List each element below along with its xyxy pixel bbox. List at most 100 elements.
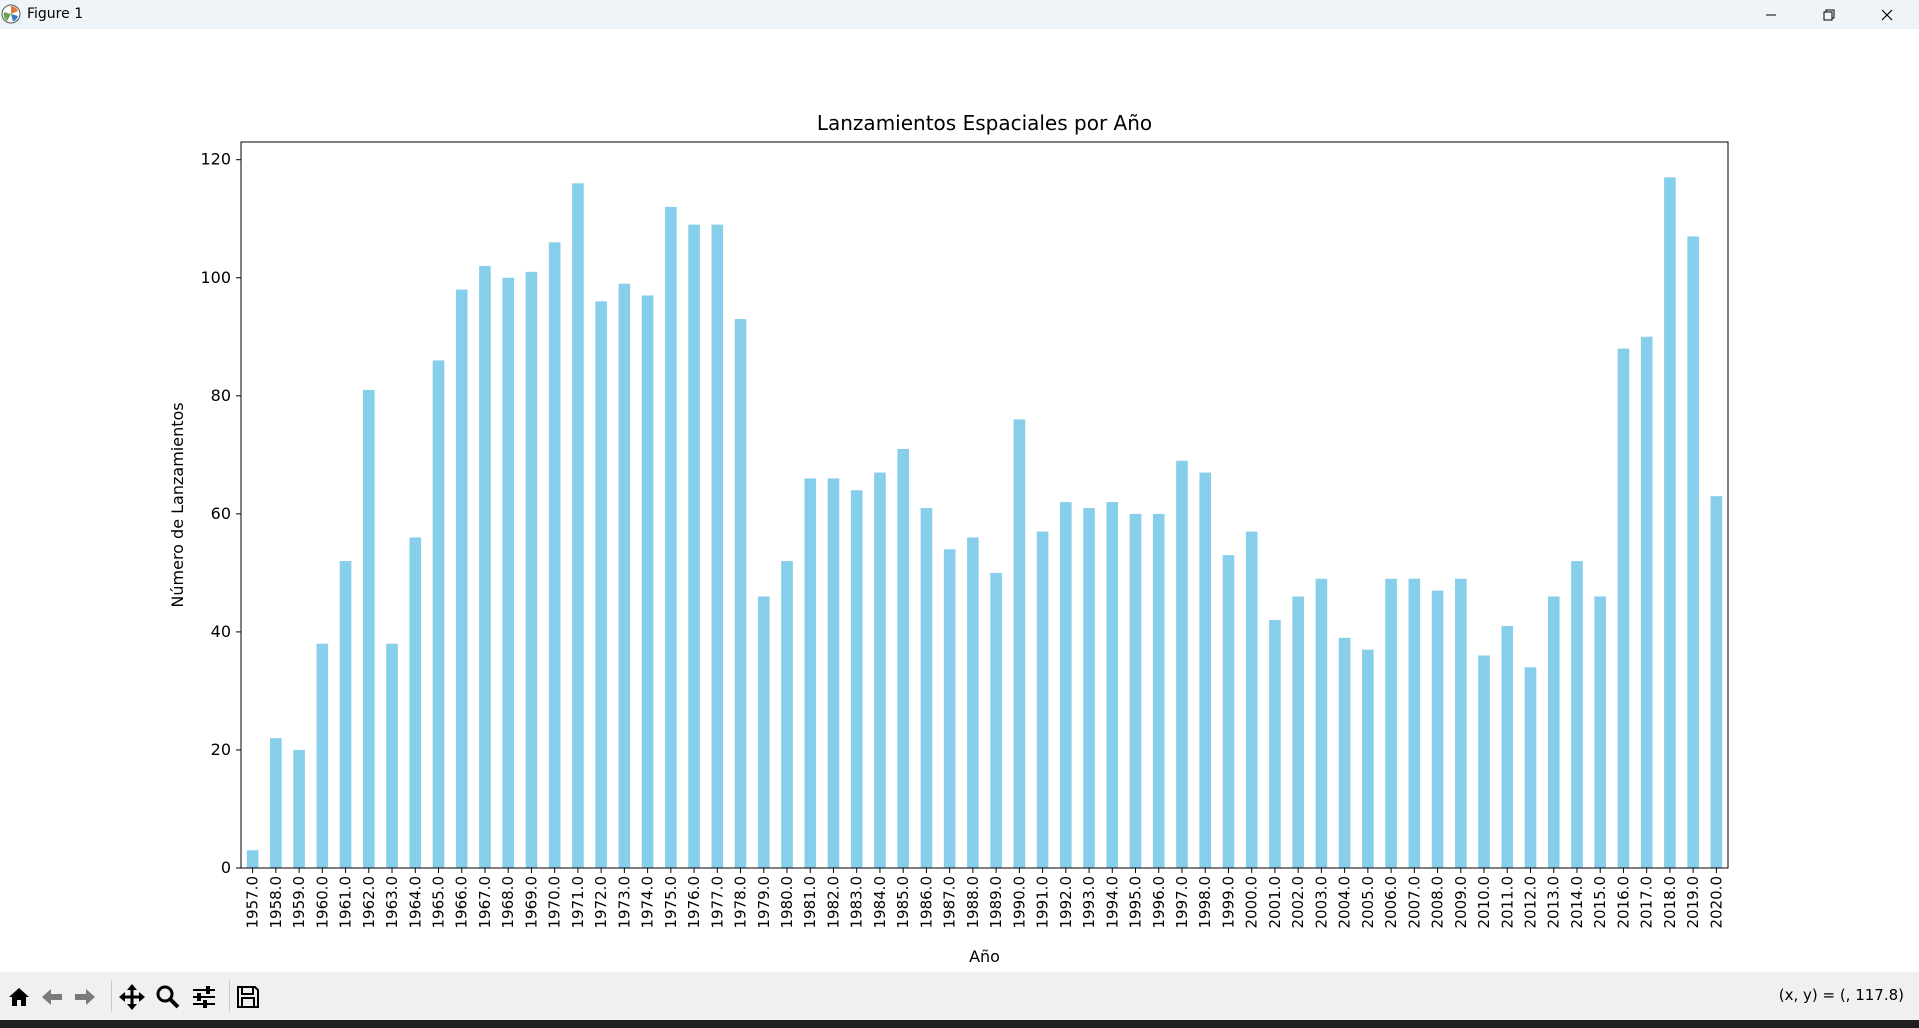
bar-1976.0	[688, 224, 700, 868]
x-tick-label: 1969.0	[522, 876, 540, 929]
matplotlib-icon	[1, 4, 21, 24]
x-tick-label: 1999.0	[1219, 876, 1237, 929]
bar-1988.0	[967, 537, 979, 868]
bar-2015.0	[1594, 596, 1607, 868]
x-tick-label: 1966.0	[453, 876, 471, 929]
x-tick-label: 1972.0	[592, 876, 610, 929]
x-axis-label: Año	[969, 947, 1000, 966]
x-tick-label: 1979.0	[755, 876, 773, 929]
forward-button[interactable]	[70, 982, 100, 1012]
x-tick-label: 1980.0	[778, 876, 796, 929]
x-tick-label: 2013.0	[1545, 876, 1563, 929]
y-axis-ticks: 0 20 40 60 80 100 120	[200, 150, 241, 877]
minimize-icon	[1766, 14, 1776, 15]
x-tick-label: 1994.0	[1103, 876, 1121, 929]
x-tick-label: 2020.0	[1707, 876, 1725, 929]
bar-2007.0	[1408, 578, 1421, 868]
bar-1991.0	[1036, 531, 1049, 868]
bar-1992.0	[1060, 502, 1072, 868]
x-tick-label: 1970.0	[546, 876, 564, 929]
bar-1979.0	[757, 596, 770, 868]
bar-1998.0	[1199, 472, 1212, 868]
home-button[interactable]	[4, 982, 34, 1012]
x-tick-label: 1985.0	[894, 876, 912, 929]
pan-button[interactable]	[117, 982, 147, 1012]
bar-2005.0	[1362, 649, 1374, 868]
chart-title: Lanzamientos Espaciales por Año	[817, 111, 1152, 135]
bar-2003.0	[1315, 578, 1328, 868]
bar-2006.0	[1385, 578, 1397, 868]
zoom-button[interactable]	[153, 982, 183, 1012]
x-tick-label: 1990.0	[1010, 876, 1028, 929]
x-tick-label: 2003.0	[1312, 876, 1330, 929]
toolbar-separator	[111, 980, 112, 1012]
bar-1970.0	[548, 242, 561, 869]
toolbar-separator	[229, 980, 230, 1012]
x-tick-label: 2012.0	[1522, 876, 1540, 929]
x-tick-label: 1996.0	[1150, 876, 1168, 929]
x-tick-label: 1997.0	[1173, 876, 1191, 929]
window-title: Figure 1	[27, 6, 84, 22]
restore-icon	[1823, 9, 1835, 20]
bar-1960.0	[316, 643, 329, 868]
x-tick-label: 2019.0	[1684, 876, 1702, 929]
x-tick-label: 2011.0	[1498, 876, 1516, 929]
x-tick-label: 1977.0	[708, 876, 726, 929]
bar-2008.0	[1431, 590, 1444, 868]
minimize-button[interactable]	[1742, 0, 1800, 29]
y-tick-label: 0	[221, 858, 231, 877]
x-tick-label: 1983.0	[848, 876, 866, 929]
home-icon	[9, 988, 29, 1006]
x-tick-label: 1959.0	[290, 876, 308, 929]
back-button[interactable]	[37, 982, 67, 1012]
x-tick-label: 1987.0	[941, 876, 959, 929]
x-tick-label: 1995.0	[1127, 876, 1145, 929]
x-axis-ticks: 1957.0 1958.0 1959.0 1960.0 1961.0 1962.0 1963…	[244, 868, 1725, 929]
bar-1975.0	[665, 206, 677, 869]
bar-2009.0	[1454, 578, 1467, 868]
close-button[interactable]	[1858, 0, 1916, 29]
bar-1999.0	[1222, 555, 1235, 868]
bar-1968.0	[502, 277, 515, 868]
bar-1965.0	[432, 360, 445, 868]
figure-canvas[interactable]: 0 20 40 60 80 100 120 1957.0 1958.0 1959.0 1960.0…	[0, 29, 1919, 972]
x-tick-label: 2005.0	[1359, 876, 1377, 929]
x-tick-label: 2009.0	[1452, 876, 1470, 929]
x-tick-label: 1993.0	[1080, 876, 1098, 929]
bar-2004.0	[1338, 637, 1351, 868]
x-tick-label: 2002.0	[1289, 876, 1307, 929]
x-tick-label: 2007.0	[1405, 876, 1423, 929]
axes-frame	[240, 141, 1729, 869]
bar-1990.0	[1013, 419, 1026, 868]
bar-2001.0	[1269, 620, 1281, 868]
x-tick-label: 1964.0	[406, 876, 424, 929]
x-tick-label: 1981.0	[801, 876, 819, 929]
bar-2013.0	[1547, 596, 1560, 868]
save-button[interactable]	[233, 982, 263, 1012]
bar-2014.0	[1571, 561, 1583, 868]
bar-2002.0	[1292, 596, 1304, 868]
x-tick-label: 2015.0	[1591, 876, 1609, 929]
bar-1993.0	[1083, 507, 1095, 868]
x-tick-label: 1968.0	[499, 876, 517, 929]
bar-1961.0	[339, 561, 352, 868]
bar-1981.0	[804, 478, 817, 868]
bar-1984.0	[874, 472, 886, 868]
x-tick-label: 2008.0	[1429, 876, 1447, 929]
x-tick-label: 2000.0	[1243, 876, 1261, 929]
x-tick-label: 1962.0	[360, 876, 378, 929]
bar-1972.0	[595, 301, 607, 868]
bar-1987.0	[943, 549, 956, 868]
x-tick-label: 1967.0	[476, 876, 494, 929]
zoom-icon	[156, 985, 180, 1009]
x-tick-label: 2018.0	[1661, 876, 1679, 929]
x-tick-label: 1974.0	[639, 876, 657, 929]
y-tick-label: 40	[211, 622, 231, 641]
navigation-toolbar: (x, y) = (, 117.8)	[0, 972, 1919, 1020]
bar-1967.0	[479, 265, 491, 868]
x-tick-label: 2006.0	[1382, 876, 1400, 929]
configure-subplots-button[interactable]	[189, 982, 219, 1012]
save-icon	[237, 986, 259, 1008]
restore-button[interactable]	[1800, 0, 1858, 29]
x-tick-label: 1992.0	[1057, 876, 1075, 929]
